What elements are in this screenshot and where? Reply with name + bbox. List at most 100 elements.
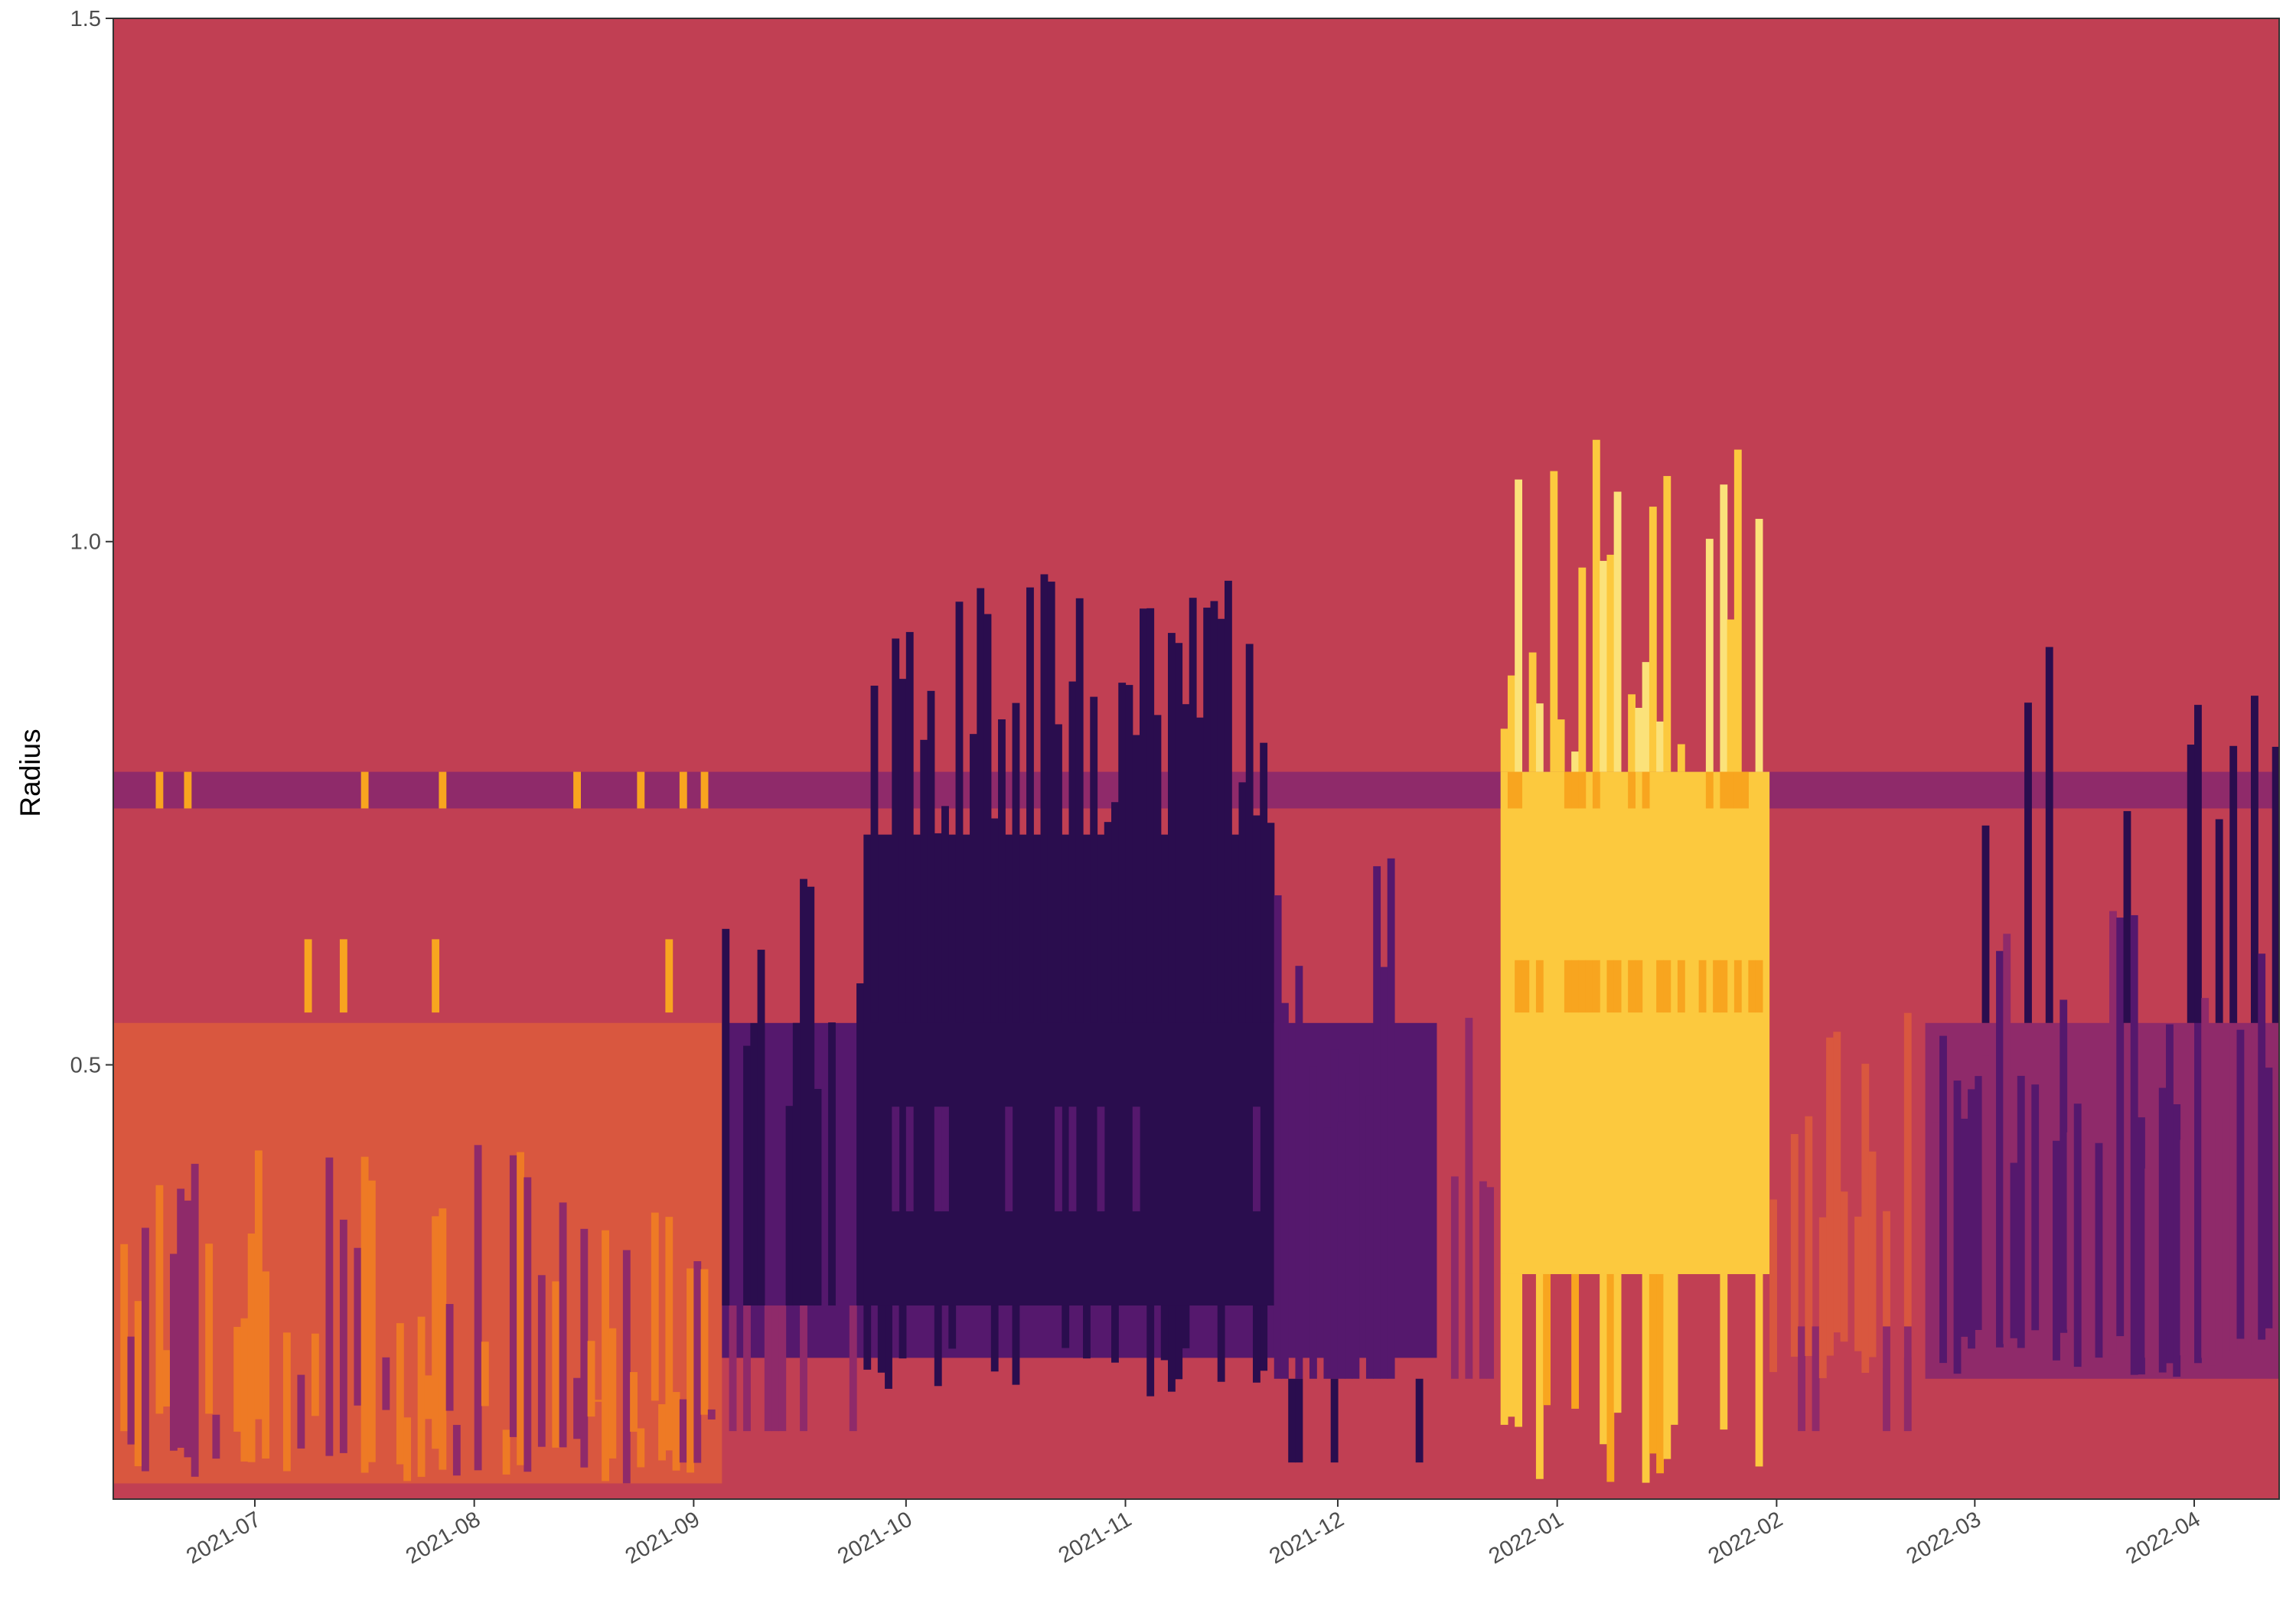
heatmap-cell (1903, 1012, 1912, 1358)
heatmap-cell (502, 1429, 510, 1475)
heatmap-cell (1224, 580, 1232, 1023)
heatmap-cell (800, 878, 807, 1306)
heatmap-cell (1868, 1151, 1877, 1358)
heatmap-cell (941, 1107, 949, 1211)
heatmap-cell (382, 1357, 390, 1410)
heatmap-cell (1104, 822, 1112, 1023)
heatmap-cell (2017, 1075, 2025, 1348)
heatmap-cell (2180, 1139, 2188, 1356)
heatmap-cell (927, 690, 935, 1023)
heatmap-cell (1606, 1273, 1615, 1482)
heatmap-cell (304, 939, 312, 1013)
heatmap-cell (1012, 702, 1020, 1023)
heatmap-cell (517, 1152, 525, 1465)
heatmap-cell (990, 1305, 999, 1372)
heatmap-cell (1323, 1127, 1332, 1379)
heatmap-cell (807, 886, 815, 1306)
heatmap-cell (1118, 683, 1127, 1023)
heatmap-cell (1515, 1273, 1523, 1427)
heatmap-region (1500, 771, 1770, 1274)
heatmap-cell (672, 1392, 680, 1471)
heatmap-cell (1330, 1049, 1339, 1379)
heatmap-cell (778, 1305, 787, 1432)
heatmap-cell (1720, 771, 1728, 809)
heatmap-cell (1146, 1305, 1155, 1397)
heatmap-cell (1535, 1273, 1544, 1479)
heatmap-cell (1571, 1273, 1580, 1409)
heatmap-cell (658, 1404, 666, 1461)
heatmap-cell (2109, 911, 2117, 1354)
heatmap-cell (1578, 771, 1587, 809)
heatmap-cell (637, 771, 645, 809)
heatmap-cell (205, 1244, 214, 1414)
heatmap-cell (2053, 1140, 2060, 1361)
heatmap-cell (1698, 960, 1707, 1013)
heatmap-cell (665, 939, 673, 1013)
heatmap-cell (1245, 644, 1254, 1023)
heatmap-cell (707, 1409, 716, 1420)
heatmap-cell (743, 1045, 751, 1306)
heatmap-cell (637, 1428, 645, 1468)
heatmap-cell (339, 1219, 347, 1453)
heatmap-cell (1741, 771, 1749, 809)
heatmap-cell (1062, 1305, 1070, 1348)
heatmap-cell (1125, 685, 1133, 1023)
plot-area (113, 18, 2279, 1499)
heatmap-cell (1140, 608, 1147, 1023)
heatmap-cell (2123, 810, 2131, 1023)
heatmap-cell (445, 1304, 454, 1411)
heatmap-cell (771, 1305, 779, 1432)
heatmap-cell (1812, 1326, 1820, 1432)
heatmap-cell (1564, 771, 1572, 809)
y-tick-label: 1.5 (70, 7, 101, 31)
heatmap-cell (729, 1305, 737, 1432)
heatmap-cell (828, 1022, 836, 1306)
y-axis: 0.5 1.0 1.5 (70, 7, 113, 1077)
heatmap-cell (693, 1261, 702, 1463)
heatmap-cell (722, 928, 730, 1306)
heatmap-cell (1613, 960, 1622, 1013)
y-tick-label: 0.5 (70, 1053, 101, 1077)
heatmap-cell (1160, 1305, 1169, 1361)
heatmap-cell (2088, 1142, 2096, 1332)
heatmap-cell (191, 1163, 199, 1477)
heatmap-cell (1733, 960, 1742, 1013)
heatmap-cell (1252, 815, 1261, 1023)
heatmap-cell (856, 983, 864, 1306)
heatmap-cell (367, 1180, 376, 1462)
heatmap-cell (934, 1305, 942, 1387)
heatmap-cell (1515, 771, 1523, 809)
heatmap-cell (2215, 1115, 2223, 1359)
heatmap-cell (432, 1216, 440, 1449)
heatmap-cell (396, 1323, 404, 1465)
heatmap-cell (1380, 966, 1388, 1379)
heatmap-cell (537, 1275, 546, 1447)
heatmap-cell (2201, 998, 2210, 1358)
heatmap-cell (977, 588, 985, 1023)
heatmap-cell (1677, 744, 1685, 772)
heatmap-cell (155, 1185, 164, 1414)
heatmap-cell (920, 739, 928, 1023)
heatmap-cell (1720, 960, 1728, 1013)
heatmap-cell (2144, 1169, 2153, 1358)
heatmap-cell (2158, 1087, 2167, 1373)
y-axis-title: Radius (15, 729, 46, 817)
heatmap-cell (439, 771, 447, 809)
heatmap-cell (905, 1107, 914, 1211)
heatmap-cell (573, 771, 581, 809)
heatmap-cell (325, 1157, 334, 1456)
heatmap-cell (1670, 1273, 1678, 1425)
heatmap-cell (1613, 1273, 1622, 1413)
heatmap-cell (1635, 707, 1643, 772)
heatmap-cell (580, 1228, 589, 1468)
heatmap-cell (2208, 1076, 2216, 1366)
heatmap-cell (1175, 1305, 1183, 1380)
heatmap-cell (1097, 1107, 1105, 1211)
heatmap-cell (1996, 950, 2004, 1348)
heatmap-cell (1055, 724, 1062, 1023)
heatmap-cell (2236, 1029, 2245, 1339)
heatmap-cell (417, 1316, 426, 1477)
heatmap-cell (2265, 1068, 2273, 1328)
heatmap-cell (1500, 1273, 1508, 1425)
plot-border (113, 18, 2280, 1500)
